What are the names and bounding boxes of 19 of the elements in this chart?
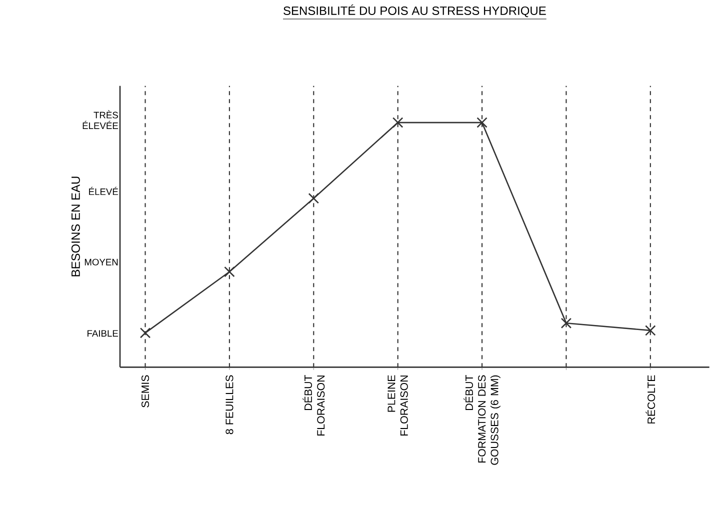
x-tick-label: SEMIS [141, 375, 150, 408]
point [392, 117, 404, 128]
text: ÉLEVÉ [89, 187, 118, 196]
point [645, 325, 656, 336]
point [560, 318, 572, 329]
x-tick-label: DÉBUT FORMATION DES GOUSSES (6 MM) [464, 375, 500, 466]
point [140, 328, 151, 339]
y-axis-title: BESOINS EN EAU [71, 177, 80, 276]
x-tick-label: PLEINE FLORAISON [388, 375, 408, 436]
text: FAIBLE [88, 330, 118, 337]
chart-title: SENSIBILITÉ DU POIS AU STRESS HYDRIQUE [284, 4, 546, 18]
x-tick-label: 8 FEUILLES [226, 375, 234, 434]
point [308, 193, 320, 204]
point [476, 117, 488, 128]
x-tick-label: RÉCOLTE [646, 375, 656, 424]
x-tick-label: DÉBUT FLORAISON [302, 375, 325, 436]
text: TRÈS ÉLEVÉE [82, 110, 118, 130]
point [224, 266, 235, 278]
text: MOYEN [84, 259, 118, 266]
